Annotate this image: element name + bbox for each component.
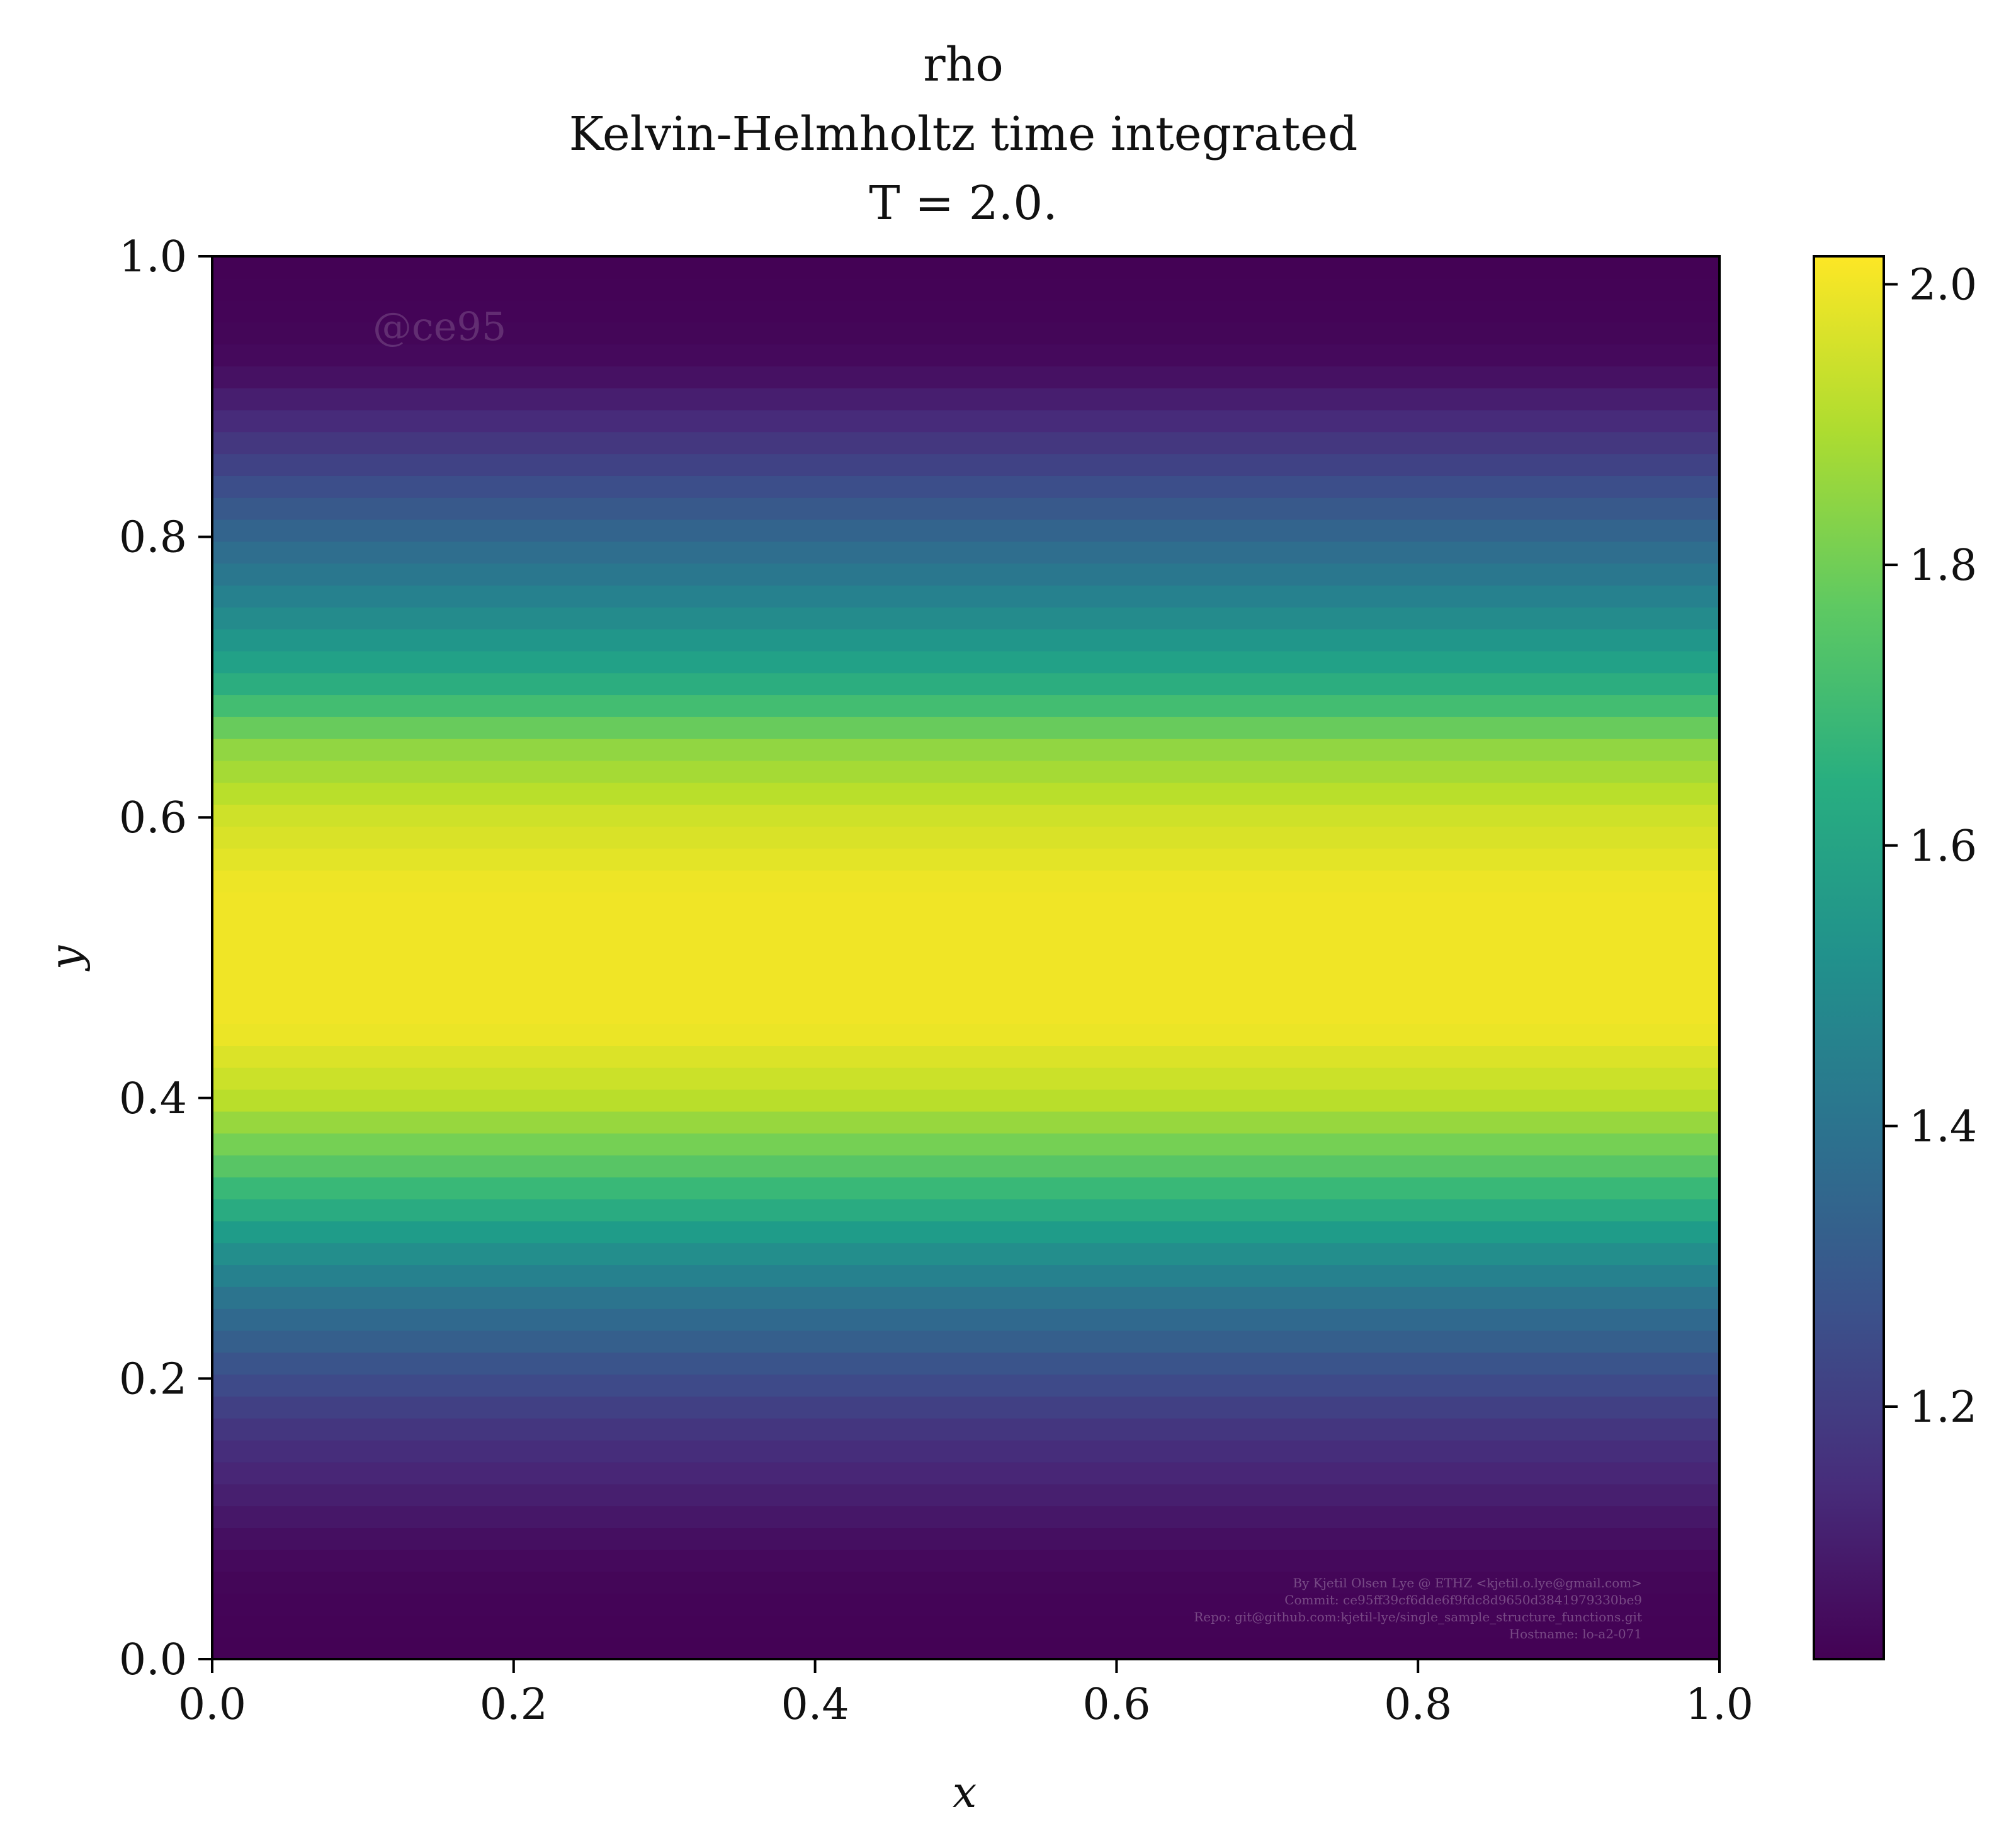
heatmap-row [212, 1286, 1719, 1309]
heatmap-row [212, 892, 1719, 915]
heatmap-row [212, 300, 1719, 323]
heatmap-row [212, 1111, 1719, 1134]
heatmap-row [212, 1067, 1719, 1090]
heatmap-row [212, 409, 1719, 433]
credit-line-2: Commit: ce95ff39cf6dde6f9fdc8d9650d38419… [1284, 1592, 1642, 1607]
chart-title-line-2: Kelvin-Helmholtz time integrated [569, 107, 1358, 161]
heatmap-row [212, 760, 1719, 783]
heatmap-row [212, 563, 1719, 586]
heatmap-row [212, 431, 1719, 455]
heatmap-row [212, 738, 1719, 761]
y-tick-label: 0.2 [119, 1354, 187, 1404]
heatmap-row [212, 958, 1719, 980]
heatmap-row [212, 366, 1719, 388]
heatmap-row [212, 870, 1719, 893]
colorbar-tick-label: 2.0 [1909, 261, 1977, 310]
heatmap-row [212, 628, 1719, 652]
heatmap-row [212, 1549, 1719, 1572]
colorbar-tick-label: 1.2 [1909, 1383, 1977, 1432]
y-axis-label: y [42, 944, 91, 972]
y-tick-label: 0.0 [119, 1635, 187, 1685]
heatmap-row [212, 256, 1719, 279]
watermark-text: @ce95 [373, 303, 506, 349]
chart-title-line-3: T = 2.0. [869, 176, 1058, 230]
y-tick-label: 0.4 [119, 1074, 187, 1124]
heatmap-row [212, 1242, 1719, 1266]
heatmap-row [212, 1177, 1719, 1199]
x-tick-label: 0.6 [1082, 1680, 1150, 1730]
heatmap-row [212, 936, 1719, 958]
credit-line-1: By Kjetil Olsen Lye @ ETHZ <kjetil.o.lye… [1293, 1575, 1642, 1590]
heatmap-row [212, 344, 1719, 366]
heatmap-row [212, 1330, 1719, 1353]
heatmap-row [212, 1308, 1719, 1331]
x-axis-label: x [953, 1768, 977, 1818]
x-axis-ticks: 0.0 0.2 0.4 0.6 0.8 1.0 [178, 1659, 1753, 1730]
y-tick-label: 1.0 [119, 232, 187, 282]
colorbar-tick-label: 1.4 [1909, 1102, 1977, 1152]
heatmap-row [212, 519, 1719, 542]
heatmap-row [212, 694, 1719, 717]
heatmap-row [212, 1264, 1719, 1287]
heatmap-row [212, 541, 1719, 564]
heatmap-row [212, 1637, 1719, 1660]
heatmap-row [212, 782, 1719, 805]
heatmap-row [212, 1023, 1719, 1046]
heatmap-row [212, 1418, 1719, 1441]
heatmap-row [212, 804, 1719, 827]
plot-frame [211, 255, 1721, 1660]
y-tick-label: 0.8 [119, 513, 187, 563]
heatmap-row [212, 1198, 1719, 1222]
heatmap-row [212, 717, 1719, 739]
colorbar [1813, 255, 1885, 1660]
heatmap-row [212, 1133, 1719, 1156]
heatmap-row [212, 847, 1719, 871]
heatmap-row [212, 322, 1719, 345]
heatmap-row [212, 1220, 1719, 1244]
heatmap-row [212, 1571, 1719, 1594]
heatmap-row [212, 1155, 1719, 1177]
colorbar-tick-label: 1.8 [1909, 541, 1977, 591]
heatmap-row [212, 914, 1719, 936]
x-tick-label: 0.0 [178, 1680, 246, 1730]
heatmap-row [212, 1045, 1719, 1068]
x-tick-label: 0.8 [1384, 1680, 1452, 1730]
heatmap-row [212, 607, 1719, 630]
heatmap-cells [212, 256, 1719, 1660]
colorbar-ticks: 1.2 1.4 1.6 1.8 2.0 [1884, 261, 1977, 1432]
heatmap-row [212, 1593, 1719, 1616]
colorbar-tick-label: 1.6 [1909, 822, 1977, 871]
heatmap-row [212, 475, 1719, 498]
heatmap-row [212, 1461, 1719, 1485]
heatmap-row [212, 1615, 1719, 1638]
heatmap-row [212, 1352, 1719, 1375]
credit-line-4: Hostname: lo-a2-071 [1509, 1626, 1642, 1641]
heatmap-row [212, 1374, 1719, 1397]
heatmap-row [212, 650, 1719, 674]
heatmap-row [212, 387, 1719, 411]
heatmap-row [212, 1505, 1719, 1528]
heatmap-row [212, 585, 1719, 608]
heatmap-row [212, 1483, 1719, 1507]
heatmap-row [212, 497, 1719, 520]
credit-line-3: Repo: git@github.com:kjetil-lye/single_s… [1194, 1609, 1642, 1624]
heatmap-row [212, 1001, 1719, 1024]
heatmap-row [212, 826, 1719, 849]
heatmap-row [212, 1396, 1719, 1419]
heatmap-row [212, 1089, 1719, 1112]
chart-title-line-1: rho [923, 38, 1004, 92]
heatmap-row [212, 979, 1719, 1002]
x-tick-label: 0.2 [480, 1680, 548, 1730]
y-tick-label: 0.6 [119, 793, 187, 843]
heatmap-row [212, 1528, 1719, 1550]
heatmap-row [212, 1439, 1719, 1463]
heatmap-row [212, 453, 1719, 476]
y-axis-ticks: 0.0 0.2 0.4 0.6 0.8 1.0 [119, 232, 212, 1685]
heatmap-row [212, 278, 1719, 301]
x-tick-label: 1.0 [1685, 1680, 1753, 1730]
x-tick-label: 0.4 [781, 1680, 849, 1730]
heatmap-row [212, 672, 1719, 696]
